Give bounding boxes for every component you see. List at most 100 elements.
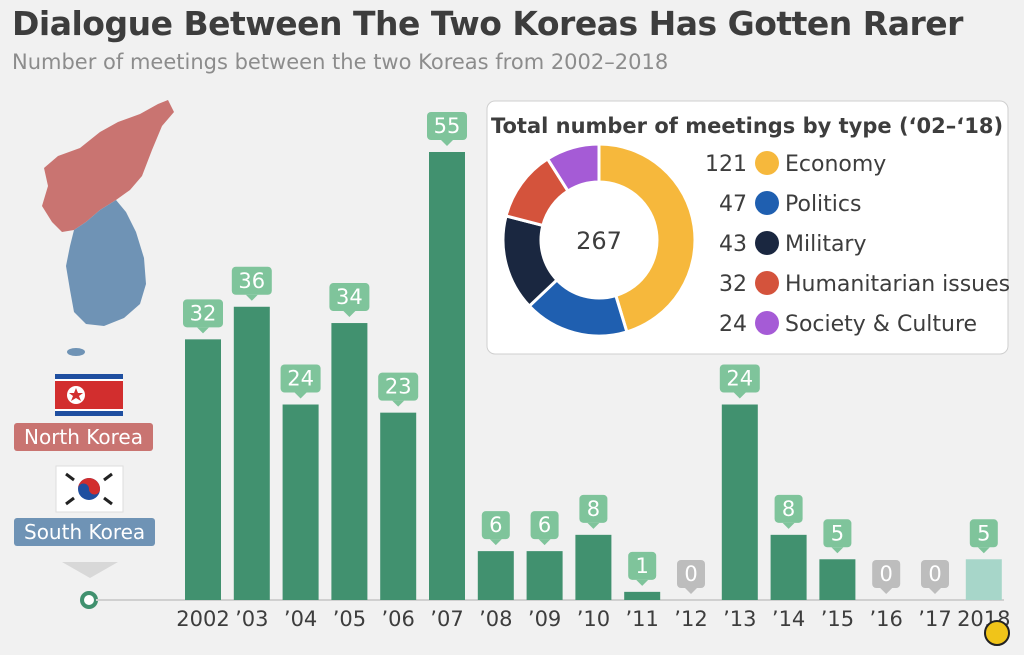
data-label-3: 34: [336, 285, 363, 309]
data-label-9: 1: [636, 554, 649, 578]
data-label-pointer-16: [977, 547, 990, 554]
bar-9: [624, 591, 661, 600]
data-label-1: 36: [238, 269, 265, 293]
data-label-box-15: [921, 560, 949, 588]
data-label-10: 0: [684, 562, 697, 586]
legend-swatch-0: [755, 151, 779, 175]
korea-map: [42, 100, 174, 356]
data-label-box-16: [969, 519, 998, 548]
bar-1: [233, 306, 270, 600]
timeline-dot-icon: [80, 591, 98, 609]
data-label-box-2: [280, 364, 321, 393]
data-label-pointer-14: [880, 588, 893, 594]
data-label-0: 32: [190, 301, 217, 325]
data-label-13: 5: [831, 521, 844, 545]
bar-3: [331, 323, 368, 600]
data-label-pointer-5: [441, 140, 453, 146]
data-label-pointer-7: [538, 539, 551, 546]
legend-value-3: 32: [719, 272, 747, 297]
data-label-box-7: [530, 511, 559, 540]
chart-title: Dialogue Between The Two Koreas Has Gott…: [12, 4, 963, 43]
chart-subtitle: Number of meetings between the two Korea…: [12, 50, 669, 74]
legend-swatch-3: [755, 271, 779, 295]
data-label-box-13: [823, 519, 852, 548]
data-label-pointer-4: [392, 400, 405, 407]
x-tick-label-12: ’14: [772, 607, 805, 631]
pointer-triangle-icon: [62, 562, 118, 578]
data-label-pointer-6: [489, 539, 502, 546]
data-label-pointer-10: [685, 588, 697, 594]
bar-12: [770, 534, 807, 600]
north-korea-map-shape: [42, 100, 174, 232]
legend-label-3: Humanitarian issues: [785, 272, 1010, 297]
legend-label-1: Politics: [785, 192, 861, 217]
data-label-box-9: [628, 551, 657, 580]
legend-label-0: Economy: [785, 152, 886, 177]
bar-16: [965, 559, 1002, 600]
data-label-6: 6: [489, 513, 502, 537]
south-korea-label: South Korea: [14, 518, 156, 546]
data-label-16: 5: [977, 521, 990, 545]
x-tick-label-0: 2002: [176, 607, 229, 631]
bar-13: [819, 559, 856, 600]
south-korea-flag-icon: [55, 465, 124, 513]
x-tick-label-4: ’06: [381, 607, 414, 631]
data-label-box-0: [183, 299, 223, 328]
data-label-pointer-8: [587, 522, 600, 529]
donut-legend: 121 Economy 47 Politics 43 Military 32 Humanita…: [705, 151, 1010, 337]
donut-center-label: 267: [576, 227, 622, 255]
bar-5: [429, 152, 465, 600]
bar-7: [526, 551, 563, 600]
data-label-8: 8: [587, 497, 600, 521]
bar-4: [380, 412, 417, 600]
data-label-pointer-3: [343, 311, 356, 318]
x-tick-label-11: ’13: [723, 607, 756, 631]
data-label-box-11: [719, 364, 760, 393]
data-label-2: 24: [287, 367, 314, 391]
legend-label-4: Society & Culture: [785, 312, 977, 337]
x-tick-label-10: ’12: [674, 607, 707, 631]
data-label-box-8: [579, 494, 608, 523]
data-label-pointer-13: [831, 547, 844, 554]
data-label-pointer-11: [733, 392, 746, 399]
data-label-14: 0: [880, 562, 893, 586]
x-tick-label-5: ’07: [430, 607, 463, 631]
data-label-box-4: [378, 372, 419, 401]
data-label-pointer-12: [782, 522, 795, 529]
legend-label-2: Military: [785, 232, 867, 257]
donut-slice-0: [597, 142, 697, 334]
bar-0: [185, 339, 221, 600]
data-label-pointer-0: [197, 327, 209, 334]
statista-logo-icon: [984, 620, 1010, 646]
legend-value-4: 24: [719, 312, 747, 337]
bar-8: [575, 534, 612, 600]
jeju-island-shape: [67, 348, 85, 356]
donut-chart: [501, 142, 697, 338]
x-tick-label-1: ’03: [235, 607, 268, 631]
donut-title: Total number of meetings by type (‘02–‘1…: [491, 114, 1003, 138]
legend-swatch-1: [755, 191, 779, 215]
data-label-box-10: [677, 560, 705, 588]
x-tick-label-15: ’17: [918, 607, 951, 631]
data-label-5: 55: [434, 114, 461, 138]
legend-swatch-4: [755, 311, 779, 335]
data-label-pointer-9: [636, 579, 649, 586]
data-label-pointer-2: [294, 392, 307, 399]
data-label-7: 6: [538, 513, 551, 537]
bar-11: [721, 404, 758, 600]
x-tick-label-6: ’08: [479, 607, 512, 631]
data-label-4: 23: [385, 375, 412, 399]
data-label-15: 0: [928, 562, 941, 586]
legend-value-1: 47: [719, 192, 747, 217]
data-label-box-12: [774, 494, 803, 523]
bar-2: [282, 404, 319, 600]
x-tick-label-9: ’11: [625, 607, 658, 631]
data-label-box-14: [872, 560, 901, 588]
data-label-box-3: [329, 283, 370, 312]
legend-value-2: 43: [719, 232, 747, 257]
x-tick-label-2: ’04: [284, 607, 317, 631]
north-korea-flag-icon: [55, 374, 123, 416]
data-label-11: 24: [726, 367, 753, 391]
data-label-box-1: [231, 266, 272, 295]
